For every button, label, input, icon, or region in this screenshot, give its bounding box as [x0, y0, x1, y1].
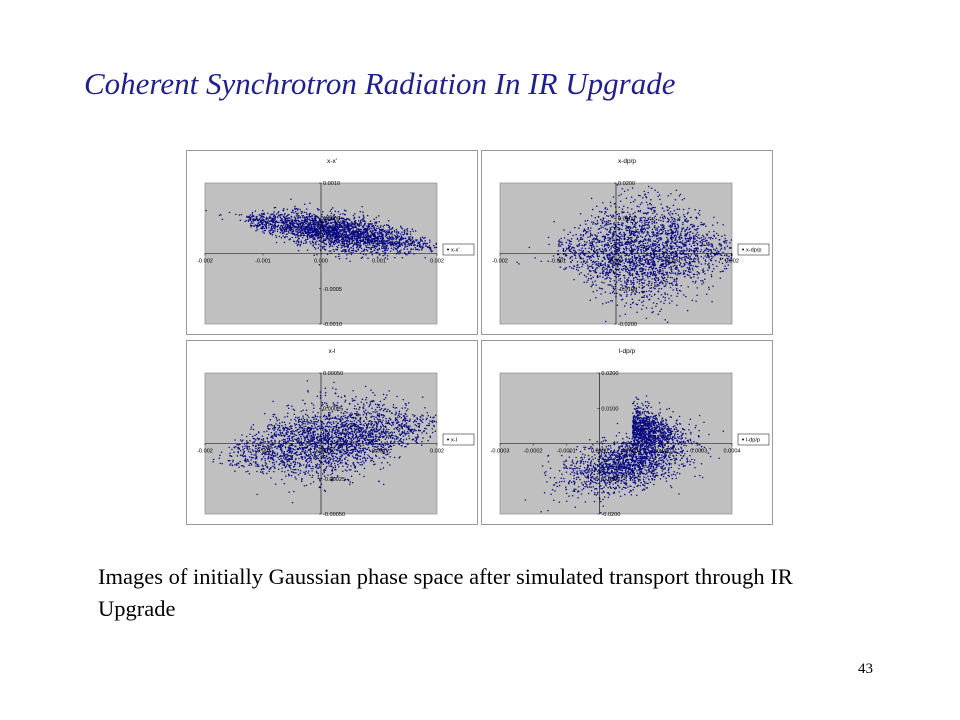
x-tick-label: -0.002 — [492, 259, 508, 265]
y-tick-label: -0.00025 — [323, 477, 345, 483]
legend-label: x-dp/p — [746, 248, 762, 254]
y-tick-label: 0.0200 — [618, 181, 635, 187]
y-tick-label: -0.0200 — [618, 322, 637, 328]
chart-panel-x-dpp: x-dp/p -0.002 -0.001 0.000 0.001 0.002 0.0200 0… — [481, 150, 773, 335]
x-tick-label: 0.001 — [372, 259, 386, 265]
scatter-points — [205, 198, 438, 266]
x-tick-label: -0.002 — [197, 449, 213, 455]
x-tick-label: -0.0001 — [557, 449, 576, 455]
chart-title: x-x' — [327, 158, 337, 165]
x-tick-label: 0.0002 — [657, 449, 674, 455]
y-tick-label: 0.00050 — [323, 371, 343, 377]
y-tick-label: 0.0005 — [323, 216, 340, 222]
slide-caption: Images of initially Gaussian phase space… — [98, 564, 793, 621]
y-tick-label: -0.00050 — [323, 512, 345, 518]
x-tick-label: 0.002 — [725, 259, 739, 265]
y-tick-label: -0.0100 — [601, 477, 620, 483]
x-tick-label: 0.001 — [372, 449, 386, 455]
x-tick-label: 0.000 — [609, 259, 623, 265]
chart-title: x-dp/p — [618, 158, 636, 165]
x-tick-label: 0.001 — [667, 259, 681, 265]
y-tick-label: -0.0010 — [323, 322, 342, 328]
y-tick-label: 0.0200 — [601, 371, 618, 377]
y-tick-label: -0.0005 — [323, 287, 342, 293]
scatter-points — [524, 395, 725, 514]
x-tick-label: -0.001 — [255, 449, 271, 455]
chart-title: l-dp/p — [619, 348, 636, 355]
scatter-chart-x-xprime: x-x' -0.002 -0.001 0.000 0.001 0.002 0.0010 0.0… — [197, 158, 475, 328]
x-tick-label: 0.0004 — [723, 449, 740, 455]
x-tick-label: 0.002 — [430, 449, 444, 455]
chart-panel-x-l: x-l -0.002 -0.001 0.000 0.001 0.002 0.00050 0.0… — [186, 340, 478, 525]
slide-title: Coherent Synchrotron Radiation In IR Upg… — [84, 66, 676, 101]
chart-panel-l-dpp: l-dp/p -0.0003 -0.0002 -0.0001 0.0000 0.0001 0… — [481, 340, 773, 525]
legend-label: x-l — [451, 438, 457, 444]
page-number: 43 — [858, 661, 873, 677]
chart-legend: x-x' — [442, 243, 475, 256]
chart-title: x-l — [329, 348, 336, 355]
scatter-chart-x-l: x-l -0.002 -0.001 0.000 0.001 0.002 0.00050 0.0… — [197, 348, 475, 518]
chart-panel-x-xprime: x-x' -0.002 -0.001 0.000 0.001 0.002 0.0010 0.0… — [186, 150, 478, 335]
x-tick-label: 0.0003 — [690, 449, 707, 455]
x-tick-label: -0.001 — [255, 259, 271, 265]
x-tick-label: 0.000 — [314, 259, 328, 265]
x-tick-label: -0.0002 — [524, 449, 543, 455]
x-tick-label: -0.001 — [550, 259, 566, 265]
y-tick-label: -0.0100 — [618, 287, 637, 293]
x-tick-label: -0.002 — [197, 259, 213, 265]
x-tick-label: 0.000 — [314, 449, 328, 455]
y-tick-label: 0.00025 — [323, 406, 343, 412]
chart-legend: x-l — [442, 433, 475, 446]
x-tick-label: 0.0001 — [624, 449, 641, 455]
x-tick-label: 0.002 — [430, 259, 444, 265]
scatter-chart-l-dpp: l-dp/p -0.0003 -0.0002 -0.0001 0.0000 0.0001 0… — [491, 348, 770, 518]
chart-legend: x-dp/p — [737, 243, 770, 256]
legend-label: l-dp/p — [746, 438, 760, 444]
x-tick-label: 0.0000 — [591, 449, 608, 455]
y-tick-label: 0.0100 — [601, 406, 618, 412]
y-tick-label: 0.0010 — [323, 181, 340, 187]
scatter-points — [516, 184, 733, 323]
y-tick-label: 0.0100 — [618, 216, 635, 222]
y-tick-label: -0.0200 — [601, 512, 620, 518]
x-tick-label: -0.0003 — [491, 449, 510, 455]
legend-label: x-x' — [451, 248, 460, 254]
scatter-chart-x-dpp: x-dp/p -0.002 -0.001 0.000 0.001 0.002 0.0200 0… — [492, 158, 770, 328]
chart-legend: l-dp/p — [737, 433, 770, 446]
